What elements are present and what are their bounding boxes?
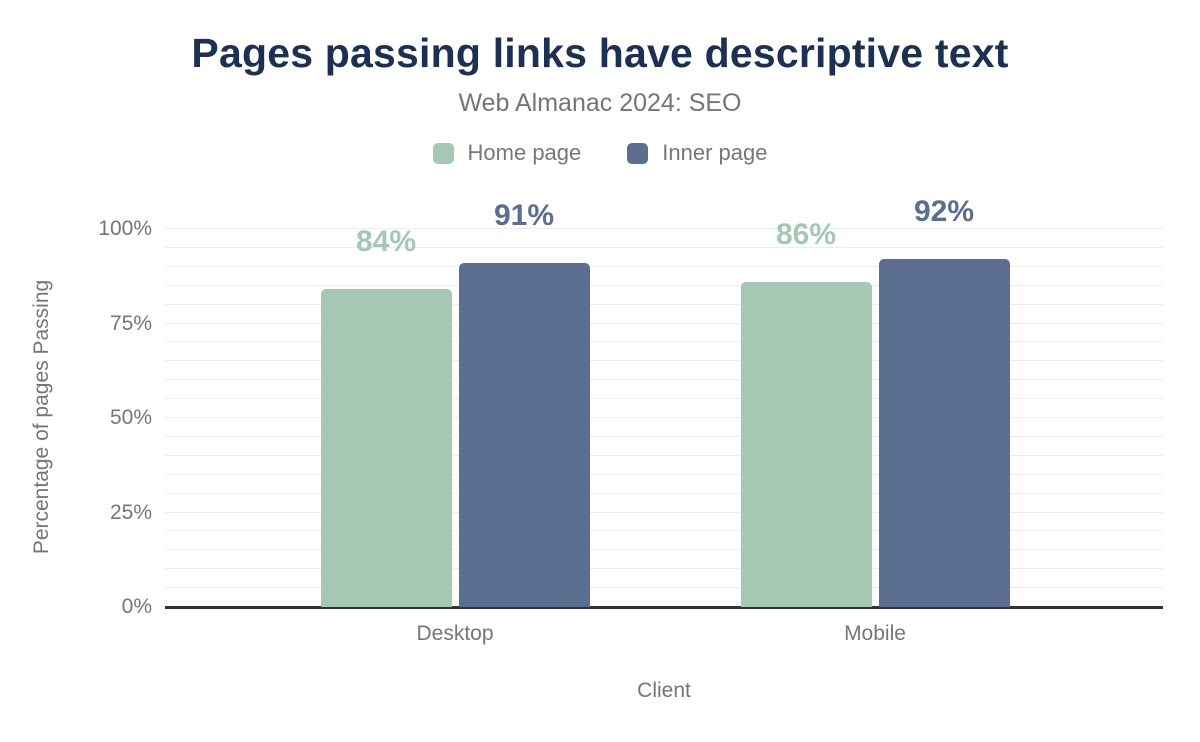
- y-tick-label: 50%: [109, 406, 152, 429]
- gridline: [165, 417, 1163, 418]
- gridline: [165, 473, 1163, 475]
- gridline: [165, 511, 1163, 513]
- bar-value-label-desktop-home-page: 84%: [355, 225, 417, 259]
- gridline: [165, 284, 1163, 286]
- gridline: [165, 568, 1163, 570]
- gridline: [165, 322, 1163, 324]
- plot-area: Client 0% 25% 50% 75% 100% 84% 91% Desktop 86% 92…: [98, 197, 1163, 702]
- bar-mobile-home-page: [740, 281, 872, 607]
- gridline: [165, 587, 1163, 589]
- bar-value-label-mobile-inner-page: 92%: [913, 195, 975, 229]
- x-axis-title: Client: [637, 679, 691, 702]
- gridline: [165, 341, 1163, 343]
- gridline: [165, 360, 1163, 362]
- gridline: [165, 228, 1163, 229]
- legend: Home page Inner page: [0, 140, 1200, 166]
- gridline: [165, 303, 1163, 305]
- y-tick-label: 100%: [98, 217, 152, 240]
- bar-value-label-mobile-home-page: 86%: [775, 217, 837, 251]
- legend-item-inner-page: Inner page: [627, 140, 767, 166]
- bar-desktop-inner-page: [458, 263, 590, 607]
- gridline: [165, 398, 1163, 400]
- gridline: [165, 379, 1163, 381]
- legend-swatch-home-page: [432, 142, 454, 164]
- chart-subtitle: Web Almanac 2024: SEO: [458, 89, 742, 117]
- y-tick-label: 0%: [121, 595, 152, 618]
- gridline: [165, 435, 1163, 437]
- bar-desktop-home-page: [320, 289, 452, 607]
- y-tick-label: 25%: [109, 500, 152, 524]
- x-axis-line: [165, 606, 1163, 609]
- gridline: [165, 265, 1163, 267]
- chart-title: Pages passing links have descriptive tex…: [191, 30, 1009, 76]
- gridline: [165, 492, 1163, 494]
- gridline: [165, 246, 1163, 248]
- bar-value-label-desktop-inner-page: 91%: [493, 199, 555, 233]
- bar-mobile-inner-page: [878, 259, 1010, 607]
- gridline: [165, 549, 1163, 551]
- y-tick-label: 75%: [109, 311, 152, 335]
- legend-swatch-inner-page: [627, 142, 649, 164]
- legend-item-home-page: Home page: [432, 140, 582, 166]
- x-category-label-mobile: Mobile: [844, 622, 906, 645]
- y-axis-title: Percentage of pages Passing: [30, 279, 53, 555]
- gridline: [165, 530, 1163, 532]
- x-category-label-desktop: Desktop: [416, 622, 494, 645]
- legend-label-inner-page: Inner page: [662, 140, 768, 165]
- gridline: [165, 454, 1163, 456]
- legend-label-home-page: Home page: [467, 140, 582, 165]
